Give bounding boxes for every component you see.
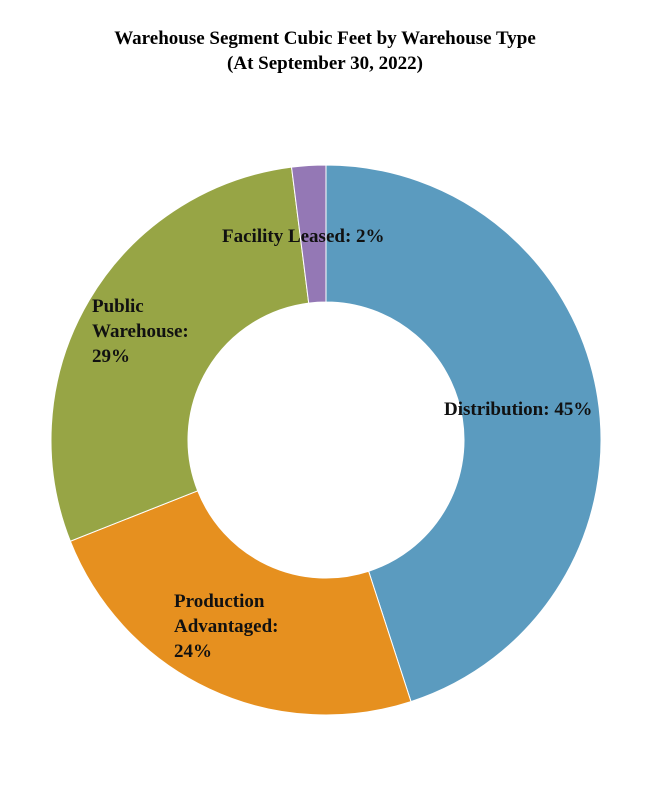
slice-label: Production Advantaged: 24% <box>174 591 279 662</box>
slice-label: Facility Leased: 2% <box>222 226 385 247</box>
chart-title: Warehouse Segment Cubic Feet by Warehous… <box>114 28 536 49</box>
donut-slice <box>325 164 602 703</box>
donut-slice <box>50 166 310 542</box>
slice-label: Public Warehouse: 29% <box>92 296 189 367</box>
donut-slice <box>69 490 412 716</box>
donut-slice <box>290 164 327 304</box>
slice-label: Distribution: 45% <box>444 399 593 420</box>
chart-subtitle: (At September 30, 2022) <box>227 53 423 74</box>
